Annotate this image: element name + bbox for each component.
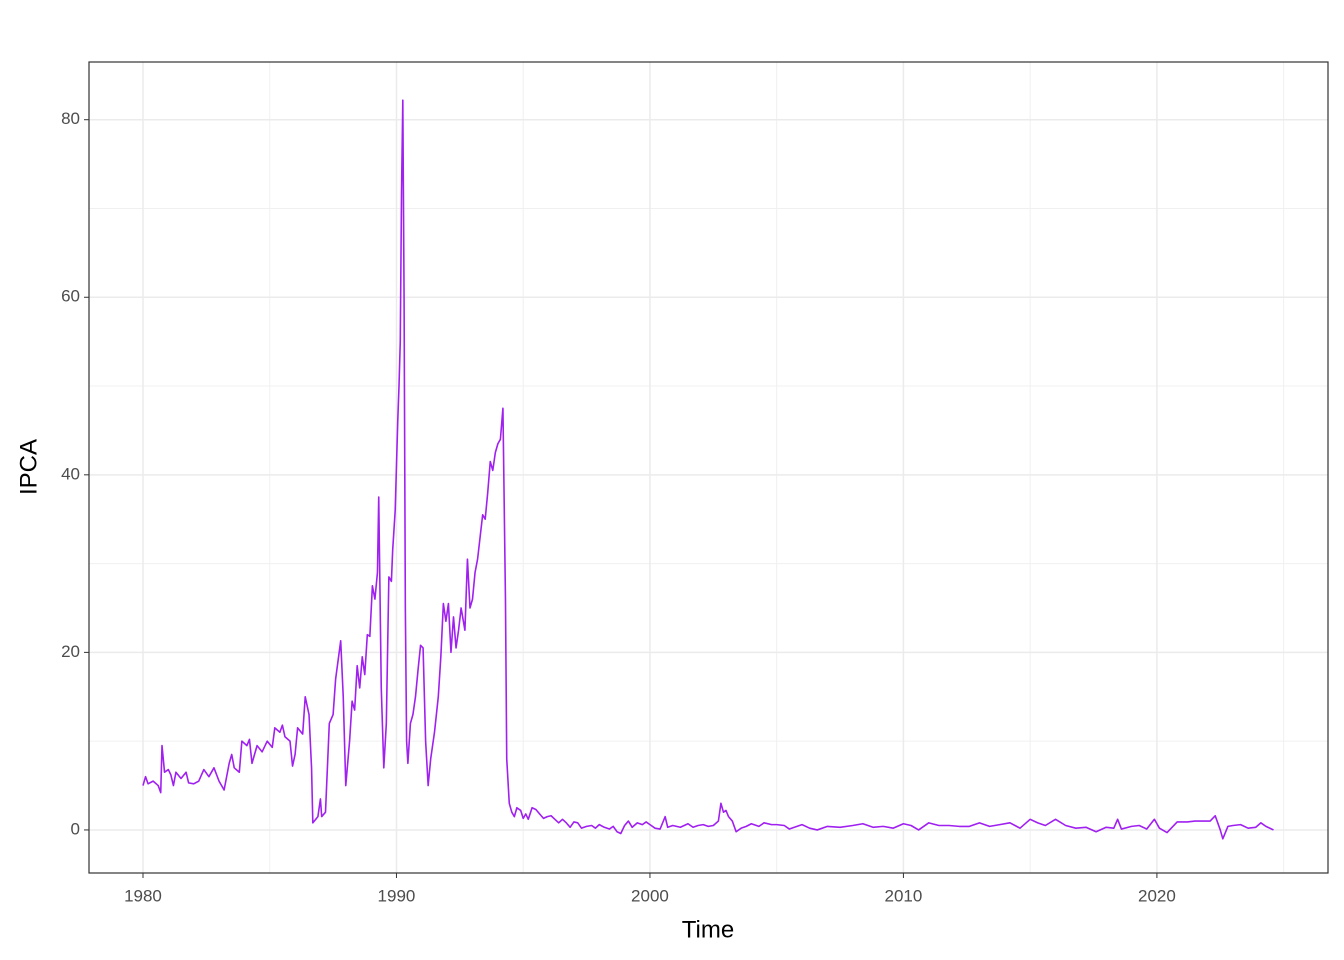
x-axis-title: Time (682, 916, 734, 943)
y-tick-label: 80 (61, 109, 80, 128)
x-tick-label: 2020 (1138, 886, 1176, 905)
x-tick-label: 2010 (885, 886, 923, 905)
y-tick-label: 40 (61, 464, 80, 483)
y-tick-label: 20 (61, 642, 80, 661)
x-tick-label: 2000 (631, 886, 669, 905)
panel (89, 62, 1328, 873)
y-tick-label: 60 (61, 287, 80, 306)
y-tick-label: 0 (71, 819, 80, 838)
x-tick-label: 1990 (378, 886, 416, 905)
y-axis-title: IPCA (15, 439, 42, 495)
data-line (142, 99, 1274, 840)
panel-border (88, 61, 1329, 874)
x-tick-label: 1980 (124, 886, 162, 905)
